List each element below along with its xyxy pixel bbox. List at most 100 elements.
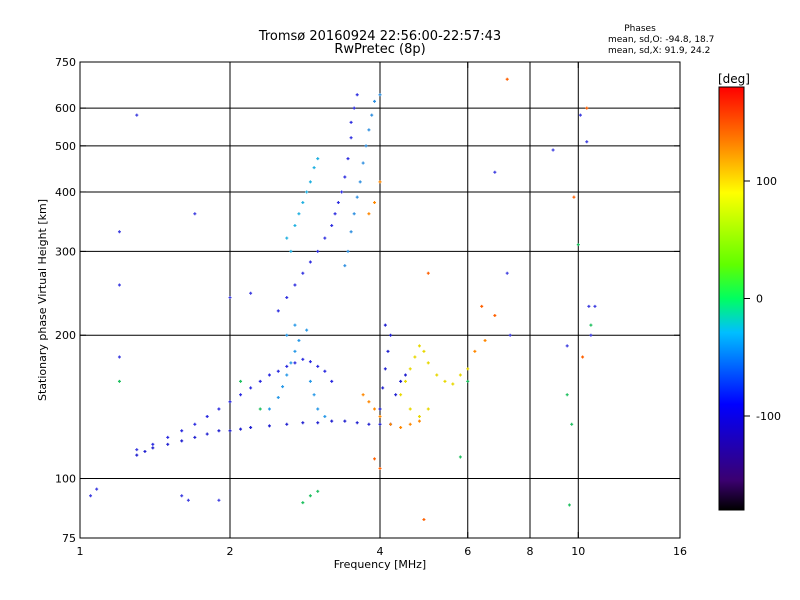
data-point: [466, 367, 470, 371]
data-point: [228, 400, 232, 404]
data-point: [117, 230, 121, 234]
data-point: [297, 212, 301, 216]
data-point: [505, 77, 509, 81]
data-point: [285, 296, 289, 300]
data-point: [135, 113, 139, 117]
data-point: [349, 120, 353, 124]
colorbar-tick-label: 100: [756, 175, 777, 188]
x-tick-label: 10: [571, 545, 585, 558]
colorbar-tick-label: -100: [756, 410, 781, 423]
data-point: [205, 414, 209, 418]
data-point: [323, 369, 327, 373]
data-point: [316, 489, 320, 493]
chart-title: Tromsø 20160924 22:56:00-22:57:43: [258, 29, 501, 44]
data-point: [399, 379, 403, 383]
data-point: [340, 190, 344, 194]
data-point: [383, 367, 387, 371]
data-point: [166, 435, 170, 439]
data-point: [305, 190, 309, 194]
data-point: [587, 304, 591, 308]
data-point: [330, 419, 334, 423]
data-point: [389, 333, 393, 337]
data-point: [151, 442, 155, 446]
data-point: [367, 422, 371, 426]
phases-o-stats: mean, sd,O: -94.8, 18.7: [608, 35, 714, 45]
data-point: [289, 249, 293, 253]
data-point: [343, 264, 347, 268]
data-point: [293, 224, 297, 228]
x-tick-labels: 1 2 4 6 8 10 16: [77, 545, 688, 558]
data-point: [316, 407, 320, 411]
data-point: [493, 170, 497, 174]
data-point: [483, 338, 487, 342]
data-point: [217, 498, 221, 502]
data-point: [473, 349, 477, 353]
data-point: [378, 422, 382, 426]
data-point: [186, 498, 190, 502]
colorbar-tick-label: 0: [756, 293, 763, 306]
data-point: [258, 379, 262, 383]
data-point: [267, 407, 271, 411]
y-tick-label: 200: [55, 329, 76, 342]
data-point: [508, 333, 512, 337]
x-tick-label: 1: [77, 545, 84, 558]
colorbar: [718, 86, 745, 511]
data-point: [267, 373, 271, 377]
data-point: [422, 349, 426, 353]
x-tick-label: 16: [673, 545, 687, 558]
data-point: [367, 128, 371, 132]
data-point: [378, 93, 382, 97]
y-tick-labels: 75 100 200 300 400 500 600 750: [55, 56, 76, 545]
data-point: [373, 99, 377, 103]
data-point: [389, 422, 393, 426]
data-point: [570, 422, 574, 426]
data-point: [426, 361, 430, 365]
data-point: [422, 518, 426, 522]
data-point: [135, 453, 139, 457]
point-cluster: [373, 77, 589, 522]
data-point: [308, 260, 312, 264]
data-point: [180, 494, 184, 498]
point-cluster: [361, 180, 487, 429]
point-cluster: [343, 93, 382, 268]
data-point: [576, 243, 580, 247]
data-point: [336, 201, 340, 205]
data-point: [180, 439, 184, 443]
data-point: [346, 249, 350, 253]
point-cluster: [151, 357, 334, 446]
data-point: [289, 361, 293, 365]
data-point: [316, 249, 320, 253]
data-point: [589, 333, 593, 337]
colorbar-ticks: 100 0 -100: [744, 175, 781, 423]
data-point: [276, 395, 280, 399]
data-point: [417, 414, 421, 418]
x-axis-label: Frequency [MHz]: [334, 558, 426, 571]
data-point: [166, 442, 170, 446]
data-point: [585, 106, 589, 110]
data-point: [293, 323, 297, 327]
data-point: [565, 344, 569, 348]
data-point: [367, 212, 371, 216]
data-point: [281, 385, 285, 389]
data-point: [572, 195, 576, 199]
data-point: [143, 449, 147, 453]
data-point: [308, 494, 312, 498]
data-point: [285, 373, 289, 377]
data-point: [228, 429, 232, 433]
y-tick-label: 300: [55, 245, 76, 258]
data-point: [361, 161, 365, 165]
data-point: [333, 212, 337, 216]
point-cluster: [117, 243, 593, 507]
data-point: [316, 157, 320, 161]
y-tick-label: 75: [62, 532, 76, 545]
data-point: [355, 93, 359, 97]
data-point: [367, 400, 371, 404]
data-point: [323, 236, 327, 240]
data-point: [349, 230, 353, 234]
data-point: [180, 429, 184, 433]
data-point: [343, 419, 347, 423]
y-axis-label: Stationary phase Virtual Height [km]: [36, 199, 49, 401]
data-point: [117, 283, 121, 287]
point-cluster: [378, 323, 407, 411]
